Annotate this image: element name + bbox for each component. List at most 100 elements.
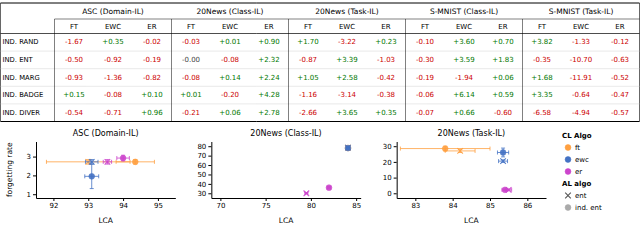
y-axis-tick-mark bbox=[394, 146, 397, 147]
table-group-header: 20News (Class-IL) bbox=[197, 7, 264, 16]
x-axis-tick-mark bbox=[527, 198, 528, 201]
table-cell: +3.65 bbox=[336, 109, 357, 117]
table-cell: +6.14 bbox=[453, 91, 475, 99]
table-cell: +0.15 bbox=[63, 91, 84, 99]
x-axis-tick-mark bbox=[220, 198, 221, 201]
chart-root: ASC (Domain-IL)FTEWCER20News (Class-IL)F… bbox=[0, 0, 640, 231]
table-cell: +0.14 bbox=[219, 74, 241, 82]
table-cell: +3.82 bbox=[531, 38, 552, 46]
x-axis-title: LCA bbox=[98, 216, 113, 225]
x-axis-tick-mark bbox=[53, 198, 54, 201]
legend-group-title: AL algo bbox=[562, 180, 591, 188]
table-cell: +0.06 bbox=[492, 74, 514, 82]
table-cell: -0.20 bbox=[221, 91, 239, 99]
table-cell: -1.03 bbox=[377, 56, 395, 64]
table-cell: -0.02 bbox=[143, 38, 161, 46]
table-cell: -0.57 bbox=[611, 109, 629, 117]
table-row-rule bbox=[1, 86, 640, 87]
x-axis-tick: 95 bbox=[154, 198, 163, 210]
x-axis-tick-mark bbox=[415, 198, 416, 201]
marks bbox=[304, 145, 351, 196]
y-axis-tick-label: 20 bbox=[383, 159, 392, 167]
table-cell: +1.70 bbox=[297, 38, 318, 46]
table-sub-header: FT bbox=[187, 23, 196, 31]
table-cell: +2.58 bbox=[336, 74, 357, 82]
y-axis-tick-mark bbox=[33, 157, 36, 158]
table-cell: +0.90 bbox=[258, 38, 279, 46]
y-axis-tick-label: 60 bbox=[197, 162, 206, 170]
table-cell: -1.67 bbox=[65, 38, 83, 46]
point bbox=[326, 185, 332, 191]
y-axis-tick-label: 40 bbox=[197, 181, 206, 189]
y-axis-tick: 30 bbox=[383, 143, 397, 151]
y-axis: 123 bbox=[27, 142, 37, 199]
table-row-label: IND. DIVER bbox=[3, 109, 41, 117]
table-rule bbox=[1, 33, 640, 34]
table-cell: +0.70 bbox=[492, 38, 513, 46]
legend-swatch bbox=[565, 145, 571, 151]
y-axis-tick-mark bbox=[33, 175, 36, 176]
x-error-bar bbox=[117, 156, 130, 160]
x-axis-tick-mark bbox=[453, 198, 454, 201]
table-sub-header: FT bbox=[421, 23, 430, 31]
y-axis-tick: 10 bbox=[383, 174, 397, 182]
x-axis-tick-label: 95 bbox=[154, 202, 163, 210]
y-axis-tick-mark bbox=[208, 146, 211, 147]
x-axis: 92939495 bbox=[37, 198, 176, 210]
table-sub-header: FT bbox=[70, 23, 79, 31]
x-error-bar bbox=[85, 174, 99, 178]
legend: CL AlgoftewcerAL algoentind. ent bbox=[562, 132, 602, 212]
y-axis-tick-mark bbox=[208, 156, 211, 157]
table-sub-header: EWC bbox=[573, 23, 589, 31]
legend-label: er bbox=[575, 168, 582, 176]
x-error-bar bbox=[499, 159, 508, 163]
table-row-rule bbox=[1, 68, 640, 69]
table-cell: -0.19 bbox=[143, 56, 161, 64]
x-axis-tick-mark bbox=[356, 198, 357, 201]
x-axis-line bbox=[212, 198, 361, 199]
x-axis: 70758085 bbox=[212, 198, 361, 210]
table-cell: +3.39 bbox=[336, 56, 357, 64]
table-cell: +2.78 bbox=[258, 109, 279, 117]
table-cell: -3.22 bbox=[338, 38, 356, 46]
table-column-rule bbox=[522, 19, 523, 122]
x-axis-tick-label: 94 bbox=[119, 202, 128, 210]
table-row-label: IND. BADGE bbox=[3, 91, 44, 99]
legend-swatch bbox=[565, 193, 571, 199]
point bbox=[345, 145, 351, 151]
table-cell: -0.12 bbox=[611, 38, 629, 46]
point bbox=[345, 145, 351, 151]
point bbox=[457, 148, 463, 154]
table-cell: -0.00 bbox=[182, 56, 200, 64]
table-cell: -0.82 bbox=[143, 74, 161, 82]
x-axis-tick: 86 bbox=[523, 198, 532, 210]
y-axis-tick-label: 10 bbox=[383, 174, 392, 182]
y-axis-tick-label: 70 bbox=[197, 152, 206, 160]
table-cell: +3.60 bbox=[453, 38, 474, 46]
x-axis-tick: 83 bbox=[411, 198, 420, 210]
table-cell: +0.59 bbox=[492, 91, 513, 99]
y-axis-tick: 20 bbox=[383, 159, 397, 167]
marks bbox=[400, 146, 511, 193]
y-axis-tick-label: 1 bbox=[27, 191, 31, 199]
table-cell: +1.83 bbox=[492, 56, 513, 64]
x-axis-tick-mark bbox=[123, 198, 124, 201]
x-axis-title: LCA bbox=[464, 216, 479, 225]
table-cell: -0.07 bbox=[416, 109, 434, 117]
table-border bbox=[1, 3, 640, 4]
table-cell: -0.03 bbox=[182, 38, 200, 46]
y-error-bar bbox=[90, 160, 94, 165]
table-sub-header: EWC bbox=[339, 23, 355, 31]
point bbox=[89, 173, 95, 179]
y-axis-tick-mark bbox=[394, 193, 397, 194]
x-axis-tick: 70 bbox=[216, 198, 225, 210]
table-cell: +3.59 bbox=[453, 56, 474, 64]
table-cell: -0.08 bbox=[104, 91, 122, 99]
table-cell: -0.35 bbox=[533, 56, 551, 64]
y-axis-line bbox=[211, 142, 212, 199]
legend-label: ft bbox=[575, 144, 580, 152]
table-cell: -0.21 bbox=[182, 109, 200, 117]
y-error-bar bbox=[121, 155, 125, 161]
legend-swatch bbox=[565, 157, 571, 163]
table-cell: -0.30 bbox=[416, 56, 434, 64]
